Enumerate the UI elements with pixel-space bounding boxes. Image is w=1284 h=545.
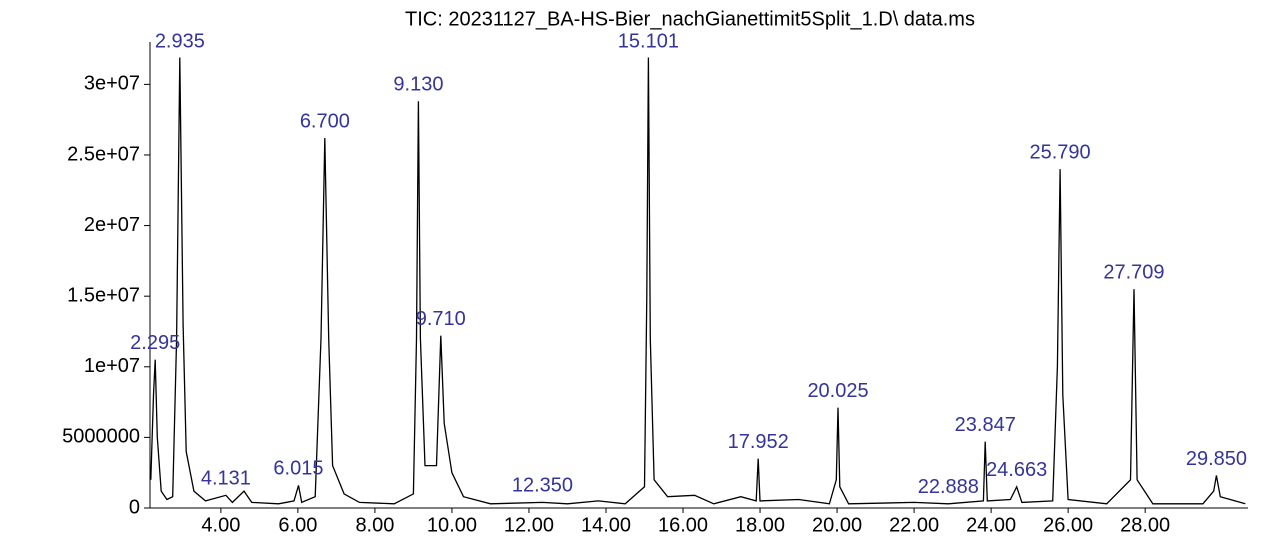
peak-label: 2.935 [155, 30, 205, 52]
peak-label: 23.847 [955, 414, 1016, 436]
x-tick-label: 10.00 [427, 514, 477, 536]
peak-label: 4.131 [201, 468, 251, 490]
peak-label: 6.015 [273, 458, 323, 480]
x-tick-label: 14.00 [581, 514, 631, 536]
y-tick-label: 1.5e+07 [67, 284, 140, 306]
peak-label: 9.710 [416, 308, 466, 330]
trace [150, 57, 1246, 505]
y-tick-label: 0 [129, 496, 140, 518]
peak-label: 29.850 [1186, 448, 1247, 470]
x-tick-label: 18.00 [735, 514, 785, 536]
peak-label: 25.790 [1029, 141, 1090, 163]
peak-label: 27.709 [1103, 261, 1164, 283]
x-tick-label: 20.00 [812, 514, 862, 536]
peak-label: 9.130 [393, 74, 443, 96]
x-tick-label: 26.00 [1043, 514, 1093, 536]
y-tick-label: 2e+07 [84, 214, 140, 236]
peak-label: 15.101 [618, 30, 679, 52]
x-tick-label: 24.00 [966, 514, 1016, 536]
peak-label: 22.888 [918, 476, 979, 498]
peak-label: 6.700 [300, 110, 350, 132]
x-tick-label: 28.00 [1120, 514, 1170, 536]
peak-label: 24.663 [986, 459, 1047, 481]
y-tick-label: 2.5e+07 [67, 143, 140, 165]
x-tick-label: 16.00 [658, 514, 708, 536]
x-tick-label: 4.00 [201, 514, 240, 536]
peak-label: 12.350 [512, 475, 573, 497]
x-tick-label: 6.00 [278, 514, 317, 536]
chart-title: TIC: 20231127_BA-HS-Bier_nachGianettimit… [405, 8, 975, 30]
peak-label: 2.295 [130, 332, 180, 354]
peak-label: 20.025 [807, 380, 868, 402]
peak-label: 17.952 [728, 431, 789, 453]
y-tick-label: 1e+07 [84, 355, 140, 377]
y-tick-label: 5000000 [62, 426, 140, 448]
x-tick-label: 22.00 [889, 514, 939, 536]
y-tick-label: 3e+07 [84, 73, 140, 95]
x-tick-label: 8.00 [355, 514, 394, 536]
x-tick-label: 12.00 [504, 514, 554, 536]
